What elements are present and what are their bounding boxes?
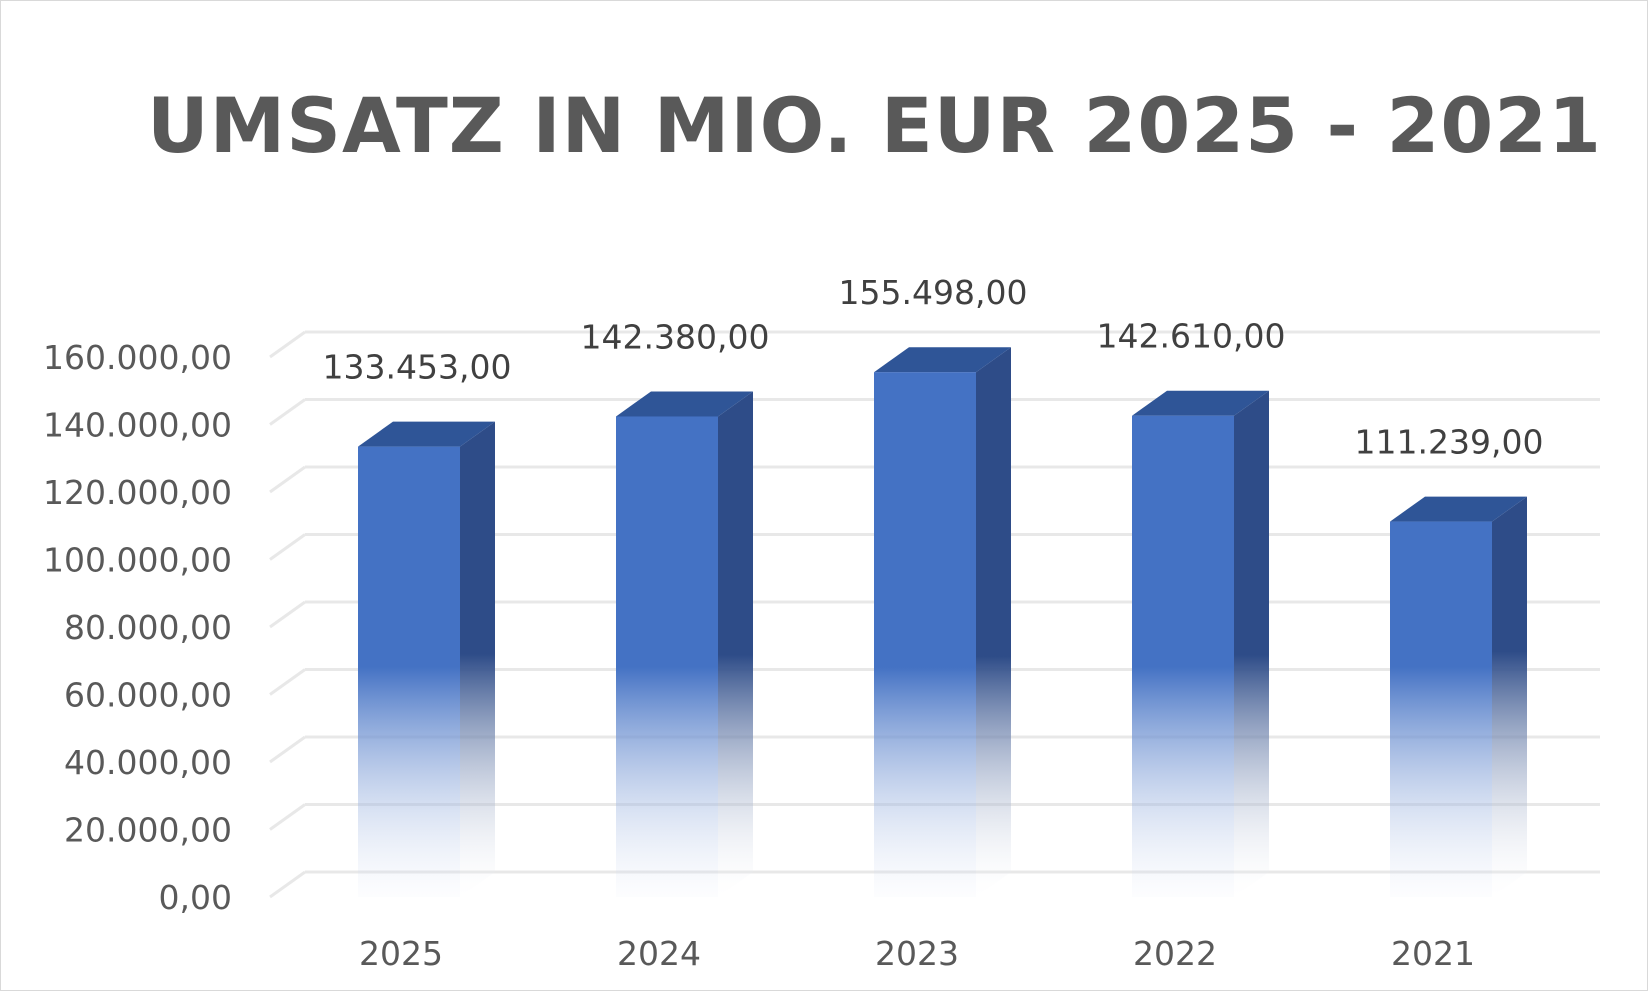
y-tick-label: 140.000,00 [43,406,232,445]
bar-side [1234,390,1269,897]
x-tick-label: 2021 [1391,934,1475,973]
bar [358,446,460,897]
data-label: 142.610,00 [1097,317,1286,356]
gridline-depth [269,465,306,494]
data-label: 133.453,00 [323,348,512,387]
y-tick-label: 160.000,00 [43,338,232,377]
bar-top [616,391,753,417]
x-tick-label: 2023 [875,934,959,973]
y-tick-label: 120.000,00 [43,473,232,512]
data-labels: 133.453,00 142.380,00 155.498,00 142.610,00… [323,273,1544,461]
gridline-depth [269,398,306,426]
bar-side [976,347,1011,898]
gridline-depth [269,330,306,359]
y-tick-label: 60.000,00 [64,676,232,715]
bar-side [718,391,753,897]
bar [1132,415,1234,897]
gridline-depth [269,735,306,764]
y-tick-label: 80.000,00 [64,608,232,647]
gridline-depth [269,668,306,696]
bar [616,416,718,897]
y-tick-label: 20.000,00 [64,811,232,850]
y-tick-label: 40.000,00 [64,743,232,782]
bar [874,372,976,898]
bars [358,347,1527,898]
gridline-depth [269,870,306,899]
gridline-depth [269,600,306,629]
bar-top [1132,390,1269,416]
x-tick-label: 2022 [1133,934,1217,973]
gridline-depth [269,533,306,561]
x-axis: 2025 2024 2023 2022 2021 [359,934,1475,973]
bar-top [874,347,1011,373]
x-tick-label: 2024 [617,934,701,973]
y-axis: 0,00 20.000,00 40.000,00 60.000,00 80.000,00… [43,338,232,917]
bar-side [460,421,495,897]
data-label: 111.239,00 [1355,423,1544,462]
data-label: 142.380,00 [581,317,770,356]
y-tick-label: 100.000,00 [43,541,232,580]
bar [1390,521,1492,897]
gridline-depth [269,803,306,831]
bar-top [358,421,495,447]
bar-top [1390,496,1527,522]
data-label: 155.498,00 [839,273,1028,312]
chart-title: UMSATZ IN MIO. EUR 2025 - 2021 [146,81,1603,170]
x-tick-label: 2025 [359,934,443,973]
bar-side [1492,496,1527,897]
y-tick-label: 0,00 [159,878,232,917]
